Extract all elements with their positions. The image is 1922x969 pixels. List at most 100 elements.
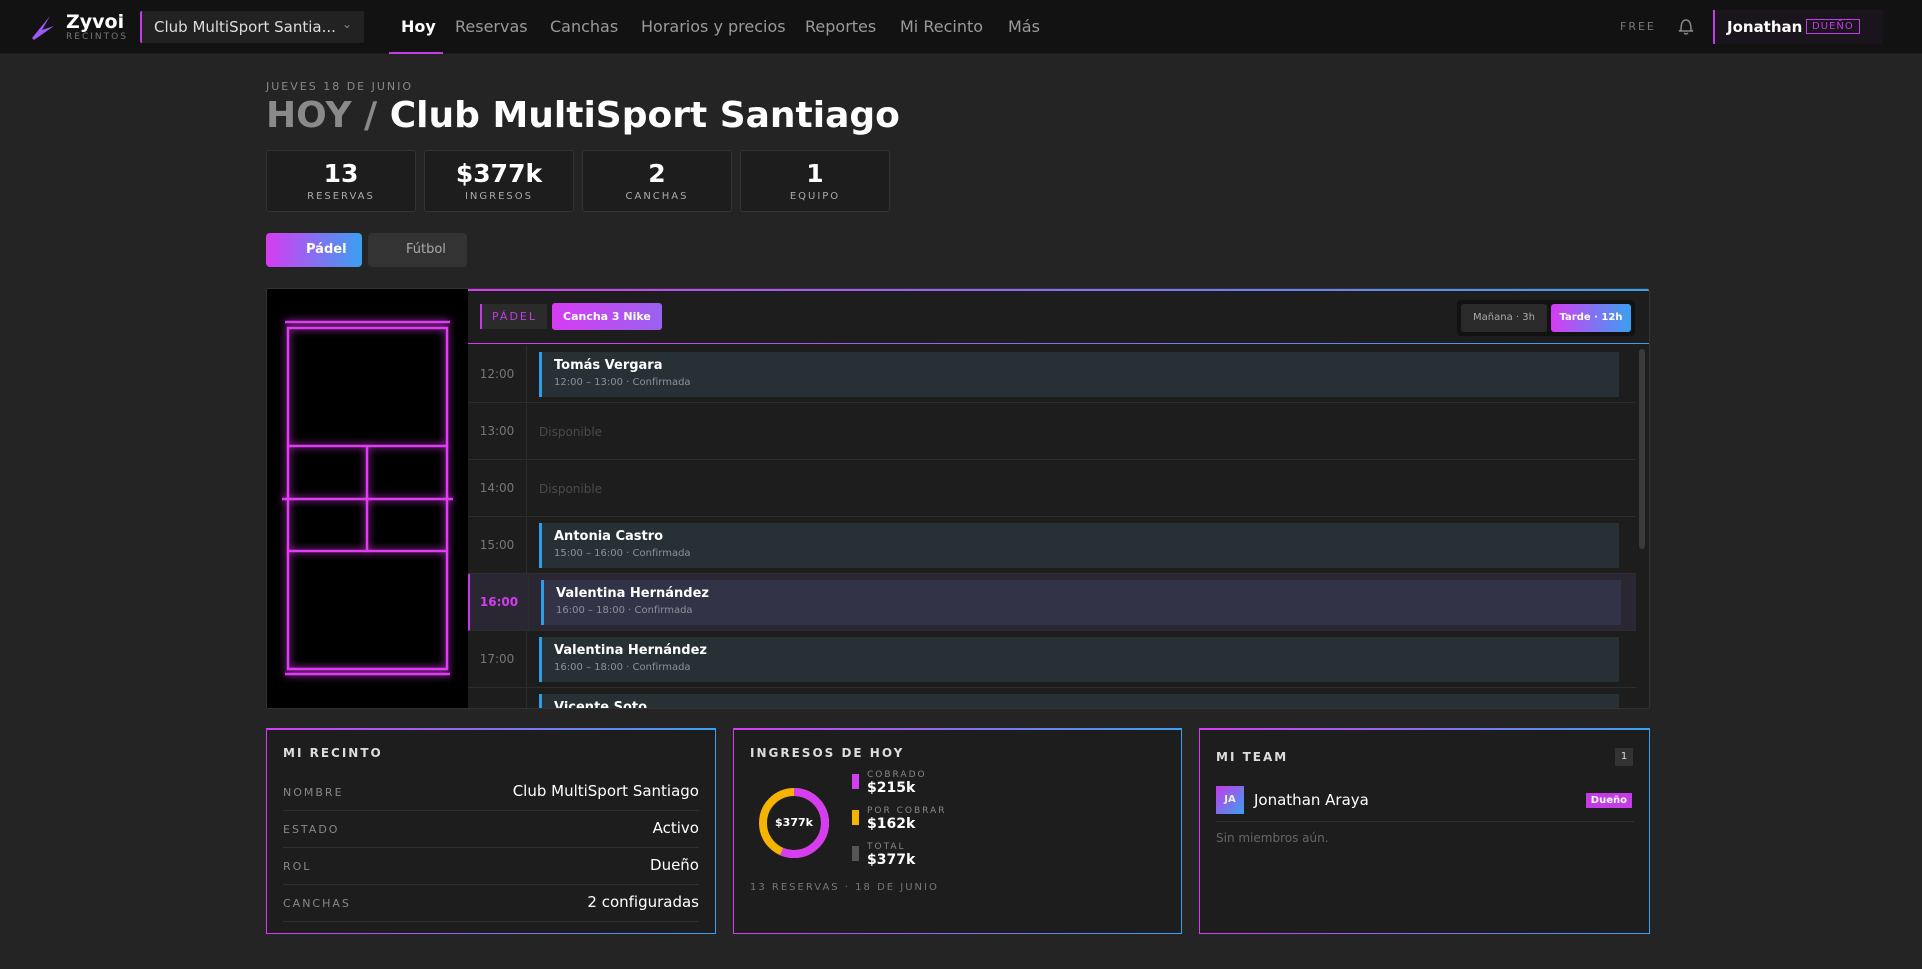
info-label: CANCHAS — [283, 897, 351, 910]
stat-card: 13 RESERVAS — [266, 150, 416, 212]
top-nav: Zyvoi RECINTOS Club MultiSport Santia...… — [0, 0, 1922, 54]
schedule-row[interactable]: 17:00 Valentina Hernández 16:00 – 18:00 · … — [468, 631, 1636, 688]
time-label: 18:00 — [468, 688, 527, 708]
stat-value: 13 — [323, 159, 359, 188]
venue-name: Club MultiSport Santia... — [154, 18, 336, 36]
time-label: 16:00 — [470, 574, 529, 631]
booking[interactable]: Antonia Castro 15:00 – 16:00 · Confirmada — [539, 523, 1619, 568]
shift-option[interactable]: Tarde · 12h — [1551, 304, 1631, 332]
schedule-row[interactable]: 15:00 Antonia Castro 15:00 – 16:00 · Confi… — [468, 517, 1636, 574]
info-value: Activo — [652, 819, 699, 837]
booking-name: Vicente Soto — [554, 700, 648, 709]
court-diagram — [267, 289, 468, 708]
nav-link[interactable]: Mi Recinto — [900, 17, 984, 36]
legend-swatch — [852, 846, 859, 861]
venue-select[interactable]: Club MultiSport Santia... ⌄ — [140, 11, 364, 43]
time-label: 17:00 — [468, 631, 527, 688]
booking[interactable]: Vicente Soto18:00 – 19:00 · Confirmada — [539, 694, 1619, 709]
stat-value: 2 — [648, 159, 666, 188]
chevron: ⌄ — [341, 17, 352, 31]
stat-label: INGRESOS — [464, 191, 533, 202]
nav-link[interactable]: Canchas — [550, 17, 619, 36]
time-label: 12:00 — [468, 346, 527, 403]
card-title: MI TEAM — [1216, 750, 1289, 764]
booking[interactable]: Tomás Vergara 12:00 – 13:00 · Confirmada — [539, 352, 1619, 397]
time-label: 13:00 — [468, 403, 527, 460]
title: Club MultiSport Santiago — [389, 95, 900, 136]
nav-link[interactable]: Hoy — [401, 17, 436, 36]
logo-sub: RECINTOS — [66, 32, 128, 42]
info-row: ESTADO Activo — [283, 811, 699, 848]
team-count: 1 — [1615, 748, 1633, 766]
schedule-row[interactable]: 18:00 Vicente Soto18:00 – 19:00 · Confirm… — [468, 688, 1636, 709]
logo: Zyvoi — [66, 11, 125, 33]
time-label: 15:00 — [468, 517, 527, 574]
nav-link[interactable]: Reservas — [455, 17, 528, 36]
legend-value: $215k — [867, 780, 916, 796]
legend-item: TOTAL $377k — [852, 842, 1002, 872]
info-label: ESTADO — [283, 823, 340, 836]
nav-link[interactable]: Más — [1008, 17, 1040, 36]
legend-value: $377k — [867, 852, 916, 868]
active-tab — [389, 0, 443, 54]
plan-badge: FREE — [1620, 20, 1656, 33]
nav-link[interactable]: Horarios y precios — [641, 17, 786, 36]
crumb: HOY / — [266, 95, 378, 136]
info-label: ROL — [283, 860, 312, 873]
date: JUEVES 18 DE JUNIO — [266, 80, 414, 93]
legend-swatch — [852, 774, 859, 789]
user-name: Jonathan — [1727, 18, 1803, 36]
legend-item: POR COBRAR $162k — [852, 806, 1002, 836]
member-role: Dueño — [1585, 793, 1632, 808]
stat-label: CANCHAS — [625, 191, 689, 202]
scrollbar — [1639, 349, 1645, 549]
sport-tab[interactable]: Fútbol — [368, 233, 467, 267]
card-title: MI RECINTO — [283, 746, 383, 760]
booking[interactable]: Valentina Hernández 16:00 – 18:00 · Confi… — [539, 637, 1619, 682]
schedule-panel: PÁDEL Cancha 3 Nike Mañana · 3h Tarde · … — [266, 288, 1650, 709]
donut — [759, 788, 829, 858]
stat-card: 2 CANCHAS — [582, 150, 732, 212]
legend-item: COBRADO $215k — [852, 770, 1002, 800]
ingresos-card: INGRESOS DE HOY $377k COBRADO $215k POR CO… — [733, 728, 1182, 934]
avatar: JA — [1216, 786, 1244, 814]
info-value: Club MultiSport Santiago — [512, 782, 699, 800]
schedule-row[interactable]: 16:00 Valentina Hernández 16:00 – 18:00 · … — [468, 574, 1636, 631]
available: Disponible — [539, 482, 603, 496]
booking-detail: 12:00 – 13:00 · Confirmada — [554, 377, 691, 388]
info-value: Dueño — [650, 856, 699, 874]
court-chip[interactable]: Cancha 3 Nike — [552, 303, 662, 330]
info-label: NOMBRE — [283, 786, 344, 799]
info-row: CANCHAS 2 configuradas — [283, 885, 699, 922]
bell-icon[interactable] — [1677, 16, 1695, 36]
legend-value: $162k — [867, 816, 916, 832]
legend-label: COBRADO — [867, 770, 927, 780]
team-member: JA Jonathan Araya Dueño — [1216, 786, 1634, 822]
stat-value: 1 — [806, 159, 824, 188]
schedule-row[interactable]: 12:00 Tomás Vergara 12:00 – 13:00 · Confir… — [468, 346, 1636, 403]
nav-link[interactable]: Reportes — [805, 17, 877, 36]
donut-center: $377k — [775, 816, 813, 829]
page-title: HOY / Club MultiSport Santiago — [266, 95, 900, 136]
card-title: INGRESOS DE HOY — [750, 746, 905, 760]
sport-tab[interactable]: Pádel — [266, 233, 362, 267]
info-value: 2 configuradas — [587, 893, 699, 911]
recinto-card: MI RECINTO NOMBRE Club MultiSport Santiag… — [266, 728, 716, 934]
sport-chip: PÁDEL — [480, 304, 548, 329]
shift-toggle: Mañana · 3h Tarde · 12h — [1457, 300, 1635, 336]
team-empty: Sin miembros aún. — [1216, 831, 1329, 845]
legend-label: TOTAL — [867, 842, 906, 852]
schedule-header: PÁDEL Cancha 3 Nike Mañana · 3h Tarde · … — [468, 289, 1649, 344]
schedule-row[interactable]: 13:00 Disponible — [468, 403, 1636, 460]
schedule-row[interactable]: 14:00 Disponible — [468, 460, 1636, 517]
time-label: 14:00 — [468, 460, 527, 517]
user-menu[interactable]: Jonathan DUEÑO — [1713, 10, 1883, 44]
booking-detail: 15:00 – 16:00 · Confirmada — [554, 548, 691, 559]
member-name: Jonathan Araya — [1254, 791, 1369, 809]
booking-name: Valentina Hernández — [554, 643, 707, 658]
logo-icon — [32, 16, 54, 40]
card-footer: 13 RESERVAS · 18 DE JUNIO — [750, 882, 939, 893]
schedule-list: 12:00 Tomás Vergara 12:00 – 13:00 · Confir… — [468, 346, 1636, 709]
shift-option[interactable]: Mañana · 3h — [1461, 304, 1547, 332]
booking[interactable]: Valentina Hernández 16:00 – 18:00 · Confi… — [541, 580, 1621, 625]
